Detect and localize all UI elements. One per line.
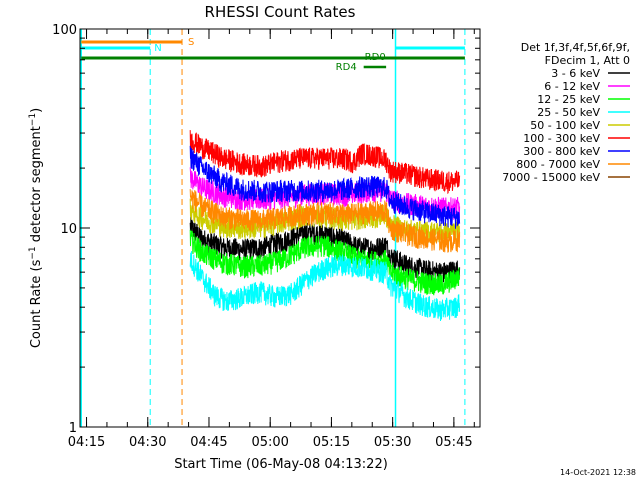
rd0-label: RD0	[365, 52, 386, 63]
x-tick-label-0: 04:15	[68, 435, 105, 450]
x-tick-label-3: 05:00	[251, 435, 288, 450]
legend-label-5: 100 - 300 keV	[523, 132, 600, 145]
y-axis-label: Count Rate (s−1 detector segment−1)	[28, 108, 44, 348]
y-tick-label-1: 10	[60, 222, 77, 237]
series-line-0	[189, 216, 461, 284]
axes: 1 10 100 04:15 04:30 04:45 05:00 05:15 05:30 05:4…	[52, 23, 480, 450]
y-axis-label-mid: detector segment	[29, 126, 44, 246]
plot-area: S N RD0 RD4	[80, 29, 466, 427]
legend-label-4: 50 - 100 keV	[530, 119, 600, 132]
timestamp: 14-Oct-2021 12:38	[560, 468, 636, 477]
y-axis-label-sup2: −1	[28, 113, 38, 126]
x-tick-label-5: 05:30	[374, 435, 411, 450]
y-axis-label-main: Count Rate (s	[29, 259, 44, 348]
x-axis-label: Start Time (06-May-08 04:13:22)	[174, 457, 388, 472]
legend-header-1: Det 1f,3f,4f,5f,6f,9f,	[521, 41, 630, 54]
legend-label-8: 7000 - 15000 keV	[502, 171, 600, 184]
series-line-2	[189, 229, 461, 296]
legend-label-1: 6 - 12 keV	[544, 80, 600, 93]
legend-label-2: 12 - 25 keV	[537, 93, 600, 106]
x-tick-label-1: 04:30	[129, 435, 166, 450]
attenuator-label: S	[188, 37, 194, 48]
rd4-label: RD4	[336, 62, 357, 73]
series-line-5	[189, 130, 461, 195]
x-tick-label-4: 05:15	[313, 435, 350, 450]
y-axis-label-sup1: −1	[28, 246, 38, 259]
legend-label-3: 25 - 50 keV	[537, 106, 600, 119]
x-tick-label-6: 05:45	[435, 435, 472, 450]
night-label: N	[154, 43, 161, 54]
y-tick-label-0: 1	[69, 421, 77, 436]
y-tick-label-2: 100	[52, 23, 77, 38]
chart-title: RHESSI Count Rates	[205, 3, 356, 21]
legend-label-7: 800 - 7000 keV	[516, 158, 600, 171]
series-line-3	[189, 251, 461, 322]
legend-label-0: 3 - 6 keV	[551, 67, 600, 80]
series-line-7	[189, 189, 461, 253]
legend: Det 1f,3f,4f,5f,6f,9f, FDecim 1, Att 0 3…	[502, 41, 630, 184]
series-line-6	[189, 145, 461, 229]
y-axis-label-end: )	[29, 108, 44, 113]
x-tick-label-2: 04:45	[190, 435, 227, 450]
legend-label-6: 300 - 800 keV	[523, 145, 600, 158]
legend-header-2: FDecim 1, Att 0	[545, 54, 630, 67]
